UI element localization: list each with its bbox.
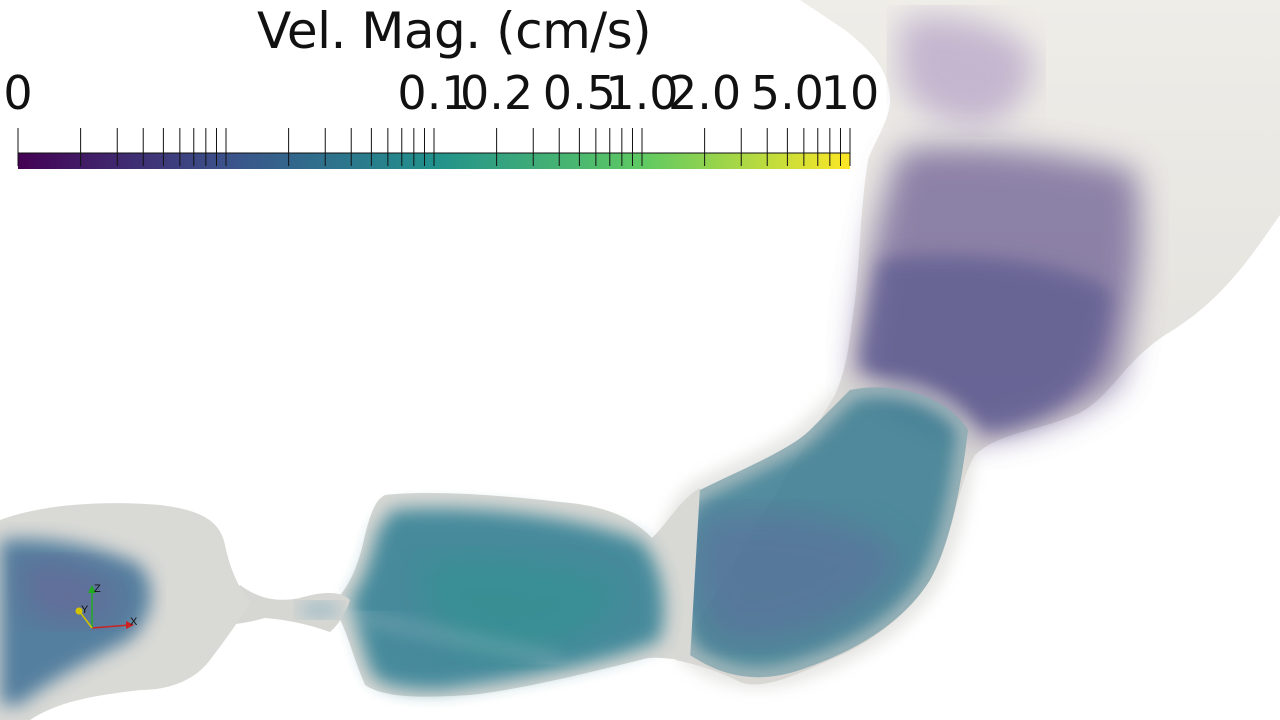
colorbar-tick-label: 5.0 [750, 66, 824, 120]
colorbar-tick-label: 2.0 [668, 66, 742, 120]
colorbar-tick-label: 0 [3, 66, 33, 120]
z-axis-arrow [88, 585, 96, 593]
z-axis-label: Z [94, 583, 101, 595]
x-axis-label: X [130, 616, 138, 628]
colorbar [17, 128, 851, 169]
orientation-axes[interactable]: X Y Z [62, 575, 152, 645]
colorbar-title: Vel. Mag. (cm/s) [257, 2, 652, 60]
y-axis-line [79, 611, 93, 629]
x-axis-line [91, 624, 131, 629]
x-axis-arrow [126, 621, 134, 629]
colorbar-tick-label: 1.0 [605, 66, 679, 120]
colorbar-tick-label: 0.2 [460, 66, 534, 120]
colorbar-tick-label: 0.5 [542, 66, 616, 120]
colorbar-tick-label: 10 [820, 66, 880, 120]
y-axis-label: Y [81, 604, 89, 616]
y-axis-arrow [75, 607, 83, 615]
colorbar-tick-label: 0.1 [397, 66, 471, 120]
